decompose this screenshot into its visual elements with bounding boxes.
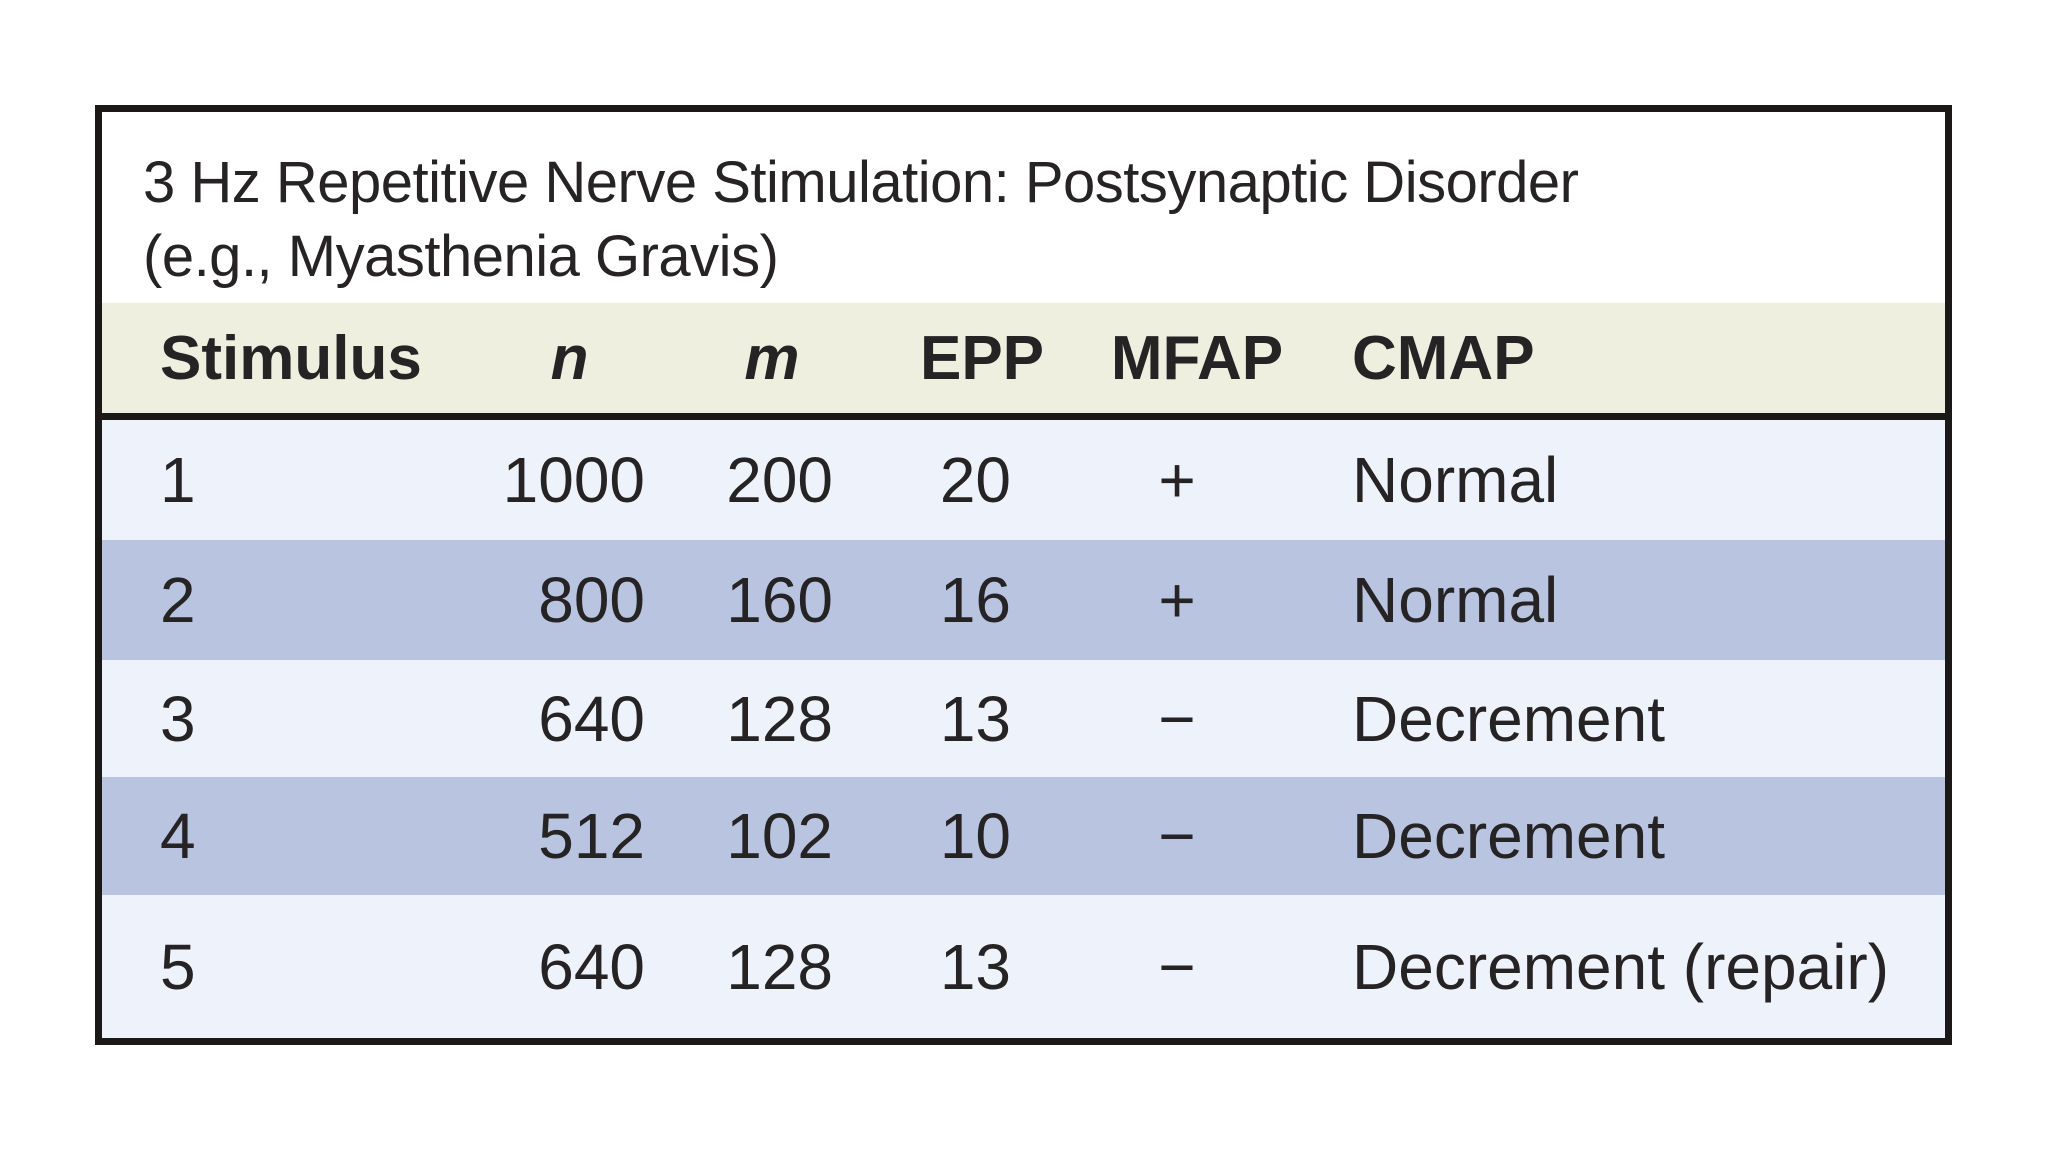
table-title: 3 Hz Repetitive Nerve Stimulation: Posts… — [102, 112, 1945, 303]
table-row: 4 512 102 10 − Decrement — [102, 777, 1945, 895]
cell-stimulus: 5 — [160, 930, 196, 1003]
table-row: 3 640 128 13 − Decrement — [102, 660, 1945, 777]
cell-epp: 13 — [939, 930, 1011, 1003]
column-header-mfap: MFAP — [1110, 323, 1284, 393]
table-title-line1: 3 Hz Repetitive Nerve Stimulation: Posts… — [143, 150, 1579, 215]
cell-m: 200 — [726, 444, 833, 516]
cell-cmap: Decrement (repair) — [1352, 930, 1890, 1003]
cell-cmap: Decrement — [1352, 682, 1665, 755]
rns-postsynaptic-table: 3 Hz Repetitive Nerve Stimulation: Posts… — [95, 105, 1952, 1045]
cell-m: 160 — [726, 564, 833, 636]
cell-mfap: − — [1158, 682, 1196, 755]
cell-mfap: + — [1158, 564, 1196, 636]
cell-stimulus: 4 — [160, 800, 196, 872]
cell-mfap: − — [1158, 930, 1196, 1003]
column-header-stimulus: Stimulus — [160, 323, 422, 393]
cell-n: 800 — [538, 564, 645, 636]
column-header-cmap: CMAP — [1352, 323, 1535, 393]
table-body: 1 1000 200 20 + Normal 2 800 160 16 + No… — [102, 420, 1945, 1038]
table-row: 5 640 128 13 − Decrement (repair) — [102, 895, 1945, 1038]
column-header-m: m — [744, 323, 800, 393]
cell-n: 640 — [538, 930, 645, 1003]
cell-epp: 13 — [939, 682, 1011, 755]
cell-stimulus: 2 — [160, 564, 196, 636]
cell-cmap: Normal — [1352, 444, 1559, 516]
cell-n: 1000 — [502, 444, 645, 516]
cell-cmap: Decrement — [1352, 800, 1665, 872]
cell-m: 128 — [726, 930, 833, 1003]
cell-stimulus: 3 — [160, 682, 196, 755]
table-row: 1 1000 200 20 + Normal — [102, 420, 1945, 540]
cell-stimulus: 1 — [160, 444, 196, 516]
cell-m: 128 — [726, 682, 833, 755]
table-title-line2: (e.g., Myasthenia Gravis) — [143, 224, 779, 289]
cell-n: 640 — [538, 682, 645, 755]
column-header-epp: EPP — [919, 323, 1045, 393]
cell-epp: 20 — [939, 444, 1011, 516]
cell-mfap: − — [1158, 800, 1196, 872]
cell-n: 512 — [538, 800, 645, 872]
cell-epp: 10 — [939, 800, 1011, 872]
table-row: 2 800 160 16 + Normal — [102, 540, 1945, 660]
column-header-n: n — [550, 323, 589, 393]
table-header-row: Stimulus n m EPP MFAP CMAP — [102, 303, 1945, 420]
cell-epp: 16 — [939, 564, 1011, 636]
cell-m: 102 — [726, 800, 833, 872]
cell-cmap: Normal — [1352, 564, 1559, 636]
cell-mfap: + — [1158, 444, 1196, 516]
